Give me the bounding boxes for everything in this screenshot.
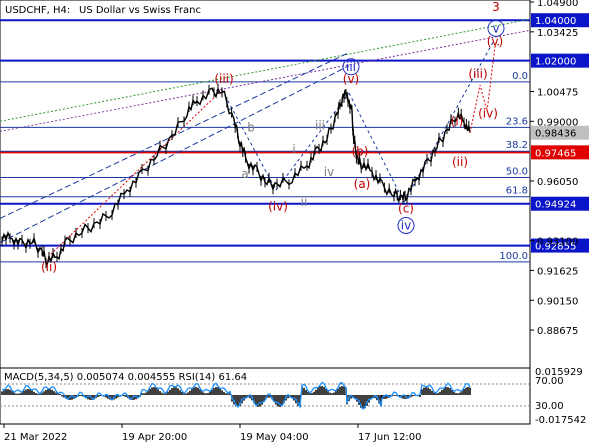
date-tick-label: 19 May 04:00 bbox=[240, 432, 309, 443]
date-tick-label: 19 Apr 20:00 bbox=[122, 432, 187, 443]
price-axis: 1.04000 1.02000 0.97465 0.94924 0.92855 1.049… bbox=[530, 0, 589, 337]
wave-label: (a) bbox=[354, 177, 371, 191]
fib-label: 100.0 bbox=[499, 251, 528, 262]
date-tick-label: 17 Jun 12:00 bbox=[358, 432, 422, 443]
horizontal-levels bbox=[0, 19, 530, 247]
level-tag bbox=[531, 196, 589, 211]
price-tick-label: 0.93100 bbox=[537, 237, 578, 248]
wave-label: i bbox=[292, 143, 295, 157]
price-line bbox=[1, 86, 471, 267]
price-tick-label: 0.88675 bbox=[537, 326, 578, 337]
wave-label: (b) bbox=[352, 145, 369, 159]
indicator-tick-label: 0.015929 bbox=[535, 367, 583, 378]
wave-label: (iii) bbox=[214, 72, 233, 86]
price-series bbox=[1, 42, 503, 269]
indicator-tick-label: -0.017542 bbox=[535, 415, 586, 426]
wave-path-blue bbox=[221, 89, 277, 191]
date-tick-label: 21 Mar 2022 bbox=[4, 432, 67, 443]
level-tag-label: 1.02000 bbox=[535, 57, 576, 68]
wave-path-blue bbox=[348, 92, 405, 203]
date-axis: 21 Mar 2022 19 Apr 20:00 19 May 04:00 17 Ju… bbox=[3, 424, 422, 443]
current-price-tag bbox=[531, 125, 589, 140]
price-tick-label: 0.91625 bbox=[537, 266, 578, 277]
fib-label: 23.6 bbox=[506, 116, 528, 127]
wave-label: (i) bbox=[451, 114, 464, 128]
price-tick-label: 0.96050 bbox=[537, 177, 578, 188]
level-tag bbox=[531, 145, 589, 160]
price-tick-label: 0.90150 bbox=[537, 296, 578, 307]
wave-label: (iv) bbox=[268, 199, 288, 213]
wave-path-red bbox=[44, 89, 223, 261]
indicator-label: MACD(5,34,5) 0.005074 0.004555 RSI(14) 6… bbox=[4, 372, 247, 383]
level-tag-label: 0.97465 bbox=[535, 148, 576, 159]
price-tick-label: 1.03425 bbox=[537, 28, 578, 39]
level-tag-label: 0.94924 bbox=[535, 200, 576, 211]
wave-label: (ii) bbox=[452, 155, 468, 169]
trend-lines bbox=[0, 18, 531, 261]
level-tag bbox=[531, 238, 589, 253]
fib-label: 38.2 bbox=[506, 140, 528, 151]
wave-label: v bbox=[492, 21, 499, 35]
trendline-green bbox=[0, 18, 531, 122]
wave-label: b bbox=[247, 120, 255, 134]
wave-label: iii bbox=[315, 118, 325, 132]
wave-label: (ii) bbox=[41, 260, 57, 274]
trendline-blue-2 bbox=[0, 52, 350, 219]
current-price-label: 0.98436 bbox=[535, 129, 576, 140]
fib-label: 0.0 bbox=[512, 71, 528, 82]
indicator-tick-label: 30.00 bbox=[535, 401, 564, 412]
wave-label-circle bbox=[397, 216, 415, 234]
wave-label: (v) bbox=[487, 34, 503, 48]
wave-label: (c) bbox=[398, 201, 414, 215]
wave-label: 3 bbox=[492, 0, 500, 14]
wave-label: ii bbox=[301, 195, 308, 209]
price-tick-label: 0.99000 bbox=[537, 117, 578, 128]
wave-label: (iii) bbox=[468, 67, 487, 81]
price-tick-label: 1.04900 bbox=[537, 0, 578, 9]
wave-label: (iv) bbox=[478, 106, 498, 120]
wave-label: a bbox=[241, 167, 248, 181]
wave-labels: (iii)(ii)(iv)(v)iii(a)(b)(c)iv(i)(ii)(ii… bbox=[41, 0, 505, 274]
wave-label: iii bbox=[346, 60, 356, 74]
fib-label: 61.8 bbox=[506, 186, 528, 197]
chart-description: US Dollar vs Swiss Franc bbox=[79, 5, 201, 16]
level-tag-label: 1.04000 bbox=[535, 16, 576, 27]
level-tag bbox=[531, 53, 589, 68]
forecast-path bbox=[469, 42, 503, 133]
trendline-blue-1 bbox=[0, 65, 350, 244]
fib-label: 50.0 bbox=[506, 167, 528, 178]
indicator-tick-label: 70.00 bbox=[535, 376, 564, 387]
wave-label-circle bbox=[342, 58, 360, 76]
rsi-line bbox=[1, 381, 471, 410]
level-tag bbox=[531, 13, 589, 28]
wave-label: (v) bbox=[343, 72, 359, 86]
wave-label: iv bbox=[324, 165, 334, 179]
price-tick-label: 1.00475 bbox=[537, 87, 578, 98]
level-tag-label: 0.92855 bbox=[535, 242, 576, 253]
wave-path-blue bbox=[275, 92, 350, 191]
chart-header: USDCHF, H4: bbox=[5, 5, 70, 16]
trendline-purple bbox=[0, 29, 531, 132]
wave-label: iv bbox=[401, 218, 411, 232]
wave-label-circle bbox=[487, 19, 505, 37]
